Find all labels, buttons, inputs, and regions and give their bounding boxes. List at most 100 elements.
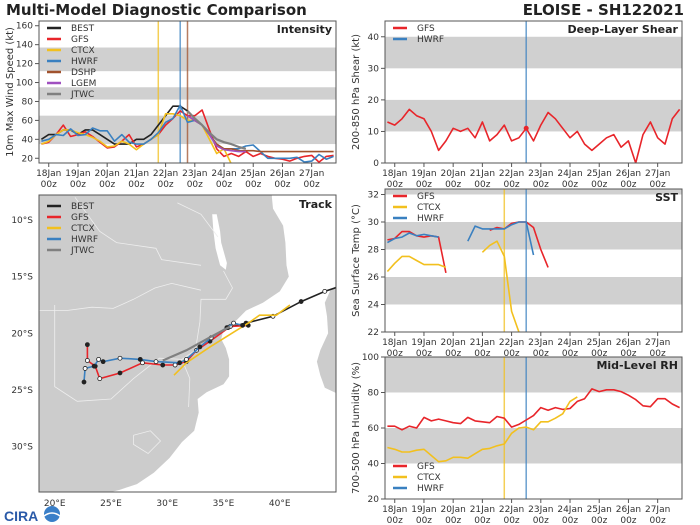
legend-label-jtwc: JTWC: [70, 246, 94, 256]
x-tick-label: 26Jan: [616, 505, 641, 515]
border-line: [177, 202, 219, 238]
y-tick-label: 40: [368, 460, 380, 470]
x-tick-hour: 00z: [503, 349, 519, 359]
y-tick-label: 28: [368, 246, 380, 256]
legend-label-jtwc: JTWC: [70, 90, 94, 100]
lat-tick-label: 25°S: [11, 386, 33, 396]
track-point: [177, 360, 183, 366]
x-tick-label: 24Jan: [557, 169, 582, 179]
y-tick-label: 20: [368, 495, 380, 505]
x-tick-hour: 00z: [503, 516, 519, 525]
track-point: [84, 342, 90, 348]
x-tick-hour: 00z: [474, 180, 490, 190]
track-point: [240, 322, 246, 328]
border-line: [74, 197, 202, 266]
x-tick-label: 25Jan: [587, 505, 612, 515]
x-tick-hour: 00z: [650, 180, 666, 190]
y-tick-label: 120: [16, 60, 33, 70]
x-tick-hour: 00z: [187, 180, 203, 190]
x-tick-label: 26Jan: [616, 338, 641, 348]
shaded-band: [385, 36, 682, 69]
x-tick-label: 19Jan: [411, 338, 436, 348]
logo-globe-icon: [44, 506, 60, 522]
x-tick-label: 22Jan: [153, 169, 178, 179]
lake-malawi: [212, 214, 227, 270]
lat-tick-label: 10°S: [11, 216, 33, 226]
x-tick-hour: 00z: [416, 349, 432, 359]
shaded-band: [385, 189, 682, 195]
x-tick-label: 19Jan: [65, 169, 90, 179]
lon-tick-label: 40°E: [269, 499, 291, 509]
x-tick-hour: 00z: [128, 180, 144, 190]
x-tick-label: 23Jan: [528, 169, 553, 179]
africa-landmass: [39, 195, 289, 492]
y-tick-label: 80: [22, 97, 34, 107]
series-line-hwrf: [387, 221, 535, 256]
lesotho-border: [133, 430, 162, 455]
x-tick-hour: 00z: [591, 349, 607, 359]
x-tick-hour: 00z: [650, 349, 666, 359]
x-tick-label: 24Jan: [557, 338, 582, 348]
series-line-gfs: [387, 108, 681, 163]
track-panel: 20°E 25°E 30°E 35°E 40°E 10°S 15°S 20°S 25°S 30°S…: [11, 194, 344, 509]
x-tick-hour: 00z: [445, 180, 461, 190]
legend-label-dshp: DSHP: [71, 68, 96, 78]
logo-text: CIRA: [4, 508, 38, 524]
track-point: [137, 356, 143, 362]
x-tick-label: 27Jan: [645, 505, 670, 515]
panel-title: Track: [299, 198, 333, 211]
y-tick-label: 24: [368, 301, 380, 311]
rh-panel: 2040608010018Jan00z19Jan00z20Jan00z21Jan…: [351, 353, 683, 525]
x-tick-label: 23Jan: [528, 505, 553, 515]
y-tick-label: 20: [368, 96, 380, 106]
y-tick-label: 100: [16, 79, 33, 89]
figure-title: Multi-Model Diagnostic Comparison: [6, 1, 307, 19]
series-line-gfs: [387, 388, 680, 431]
y-tick-label: 100: [362, 353, 379, 363]
track-point: [140, 360, 145, 366]
y-axis-label: Sea Surface Temp (°C): [351, 204, 362, 317]
y-tick-label: 80: [368, 389, 380, 399]
y-tick-label: 40: [368, 33, 380, 43]
legend-label-hwrf: HWRF: [71, 235, 98, 245]
x-tick-hour: 00z: [474, 516, 490, 525]
x-tick-label: 26Jan: [270, 169, 295, 179]
x-tick-hour: 00z: [562, 349, 578, 359]
x-tick-label: 20Jan: [440, 338, 465, 348]
track-point: [100, 359, 106, 365]
lon-tick-label: 30°E: [156, 499, 178, 509]
lat-tick-label: 30°S: [11, 443, 33, 453]
legend-label-lgem: LGEM: [71, 79, 96, 89]
panel-title: Deep-Layer Shear: [567, 23, 678, 36]
legend-label-ctcx: CTCX: [417, 203, 441, 213]
plot-frame: [38, 20, 337, 164]
x-tick-label: 21Jan: [124, 169, 149, 179]
legend-label-best: BEST: [71, 24, 95, 34]
x-tick-hour: 00z: [387, 349, 403, 359]
x-tick-hour: 00z: [99, 180, 115, 190]
track-point: [298, 299, 304, 304]
x-tick-label: 20Jan: [94, 169, 119, 179]
track-point: [81, 379, 87, 385]
y-tick-label: 60: [22, 116, 34, 126]
track-point: [117, 355, 123, 361]
track-point: [117, 370, 123, 376]
border-line: [181, 270, 233, 408]
track-point: [172, 362, 178, 368]
track-point: [340, 284, 344, 288]
x-tick-hour: 00z: [41, 180, 57, 190]
legend-label-hwrf: HWRF: [417, 484, 444, 494]
x-tick-hour: 00z: [445, 516, 461, 525]
x-tick-hour: 00z: [591, 516, 607, 525]
sst-panel: 22242628303218Jan00z19Jan00z20Jan00z21Ja…: [351, 188, 683, 359]
x-tick-label: 18Jan: [382, 338, 407, 348]
x-tick-hour: 00z: [620, 516, 636, 525]
series-line-ctcx: [386, 240, 520, 332]
plot-frame: [384, 20, 683, 164]
x-tick-label: 22Jan: [499, 169, 524, 179]
series-line-hwrf: [41, 104, 334, 163]
shaded-band: [385, 277, 682, 305]
panel-title: Mid-Level RH: [596, 359, 678, 372]
series-line-ctcx: [387, 396, 578, 463]
